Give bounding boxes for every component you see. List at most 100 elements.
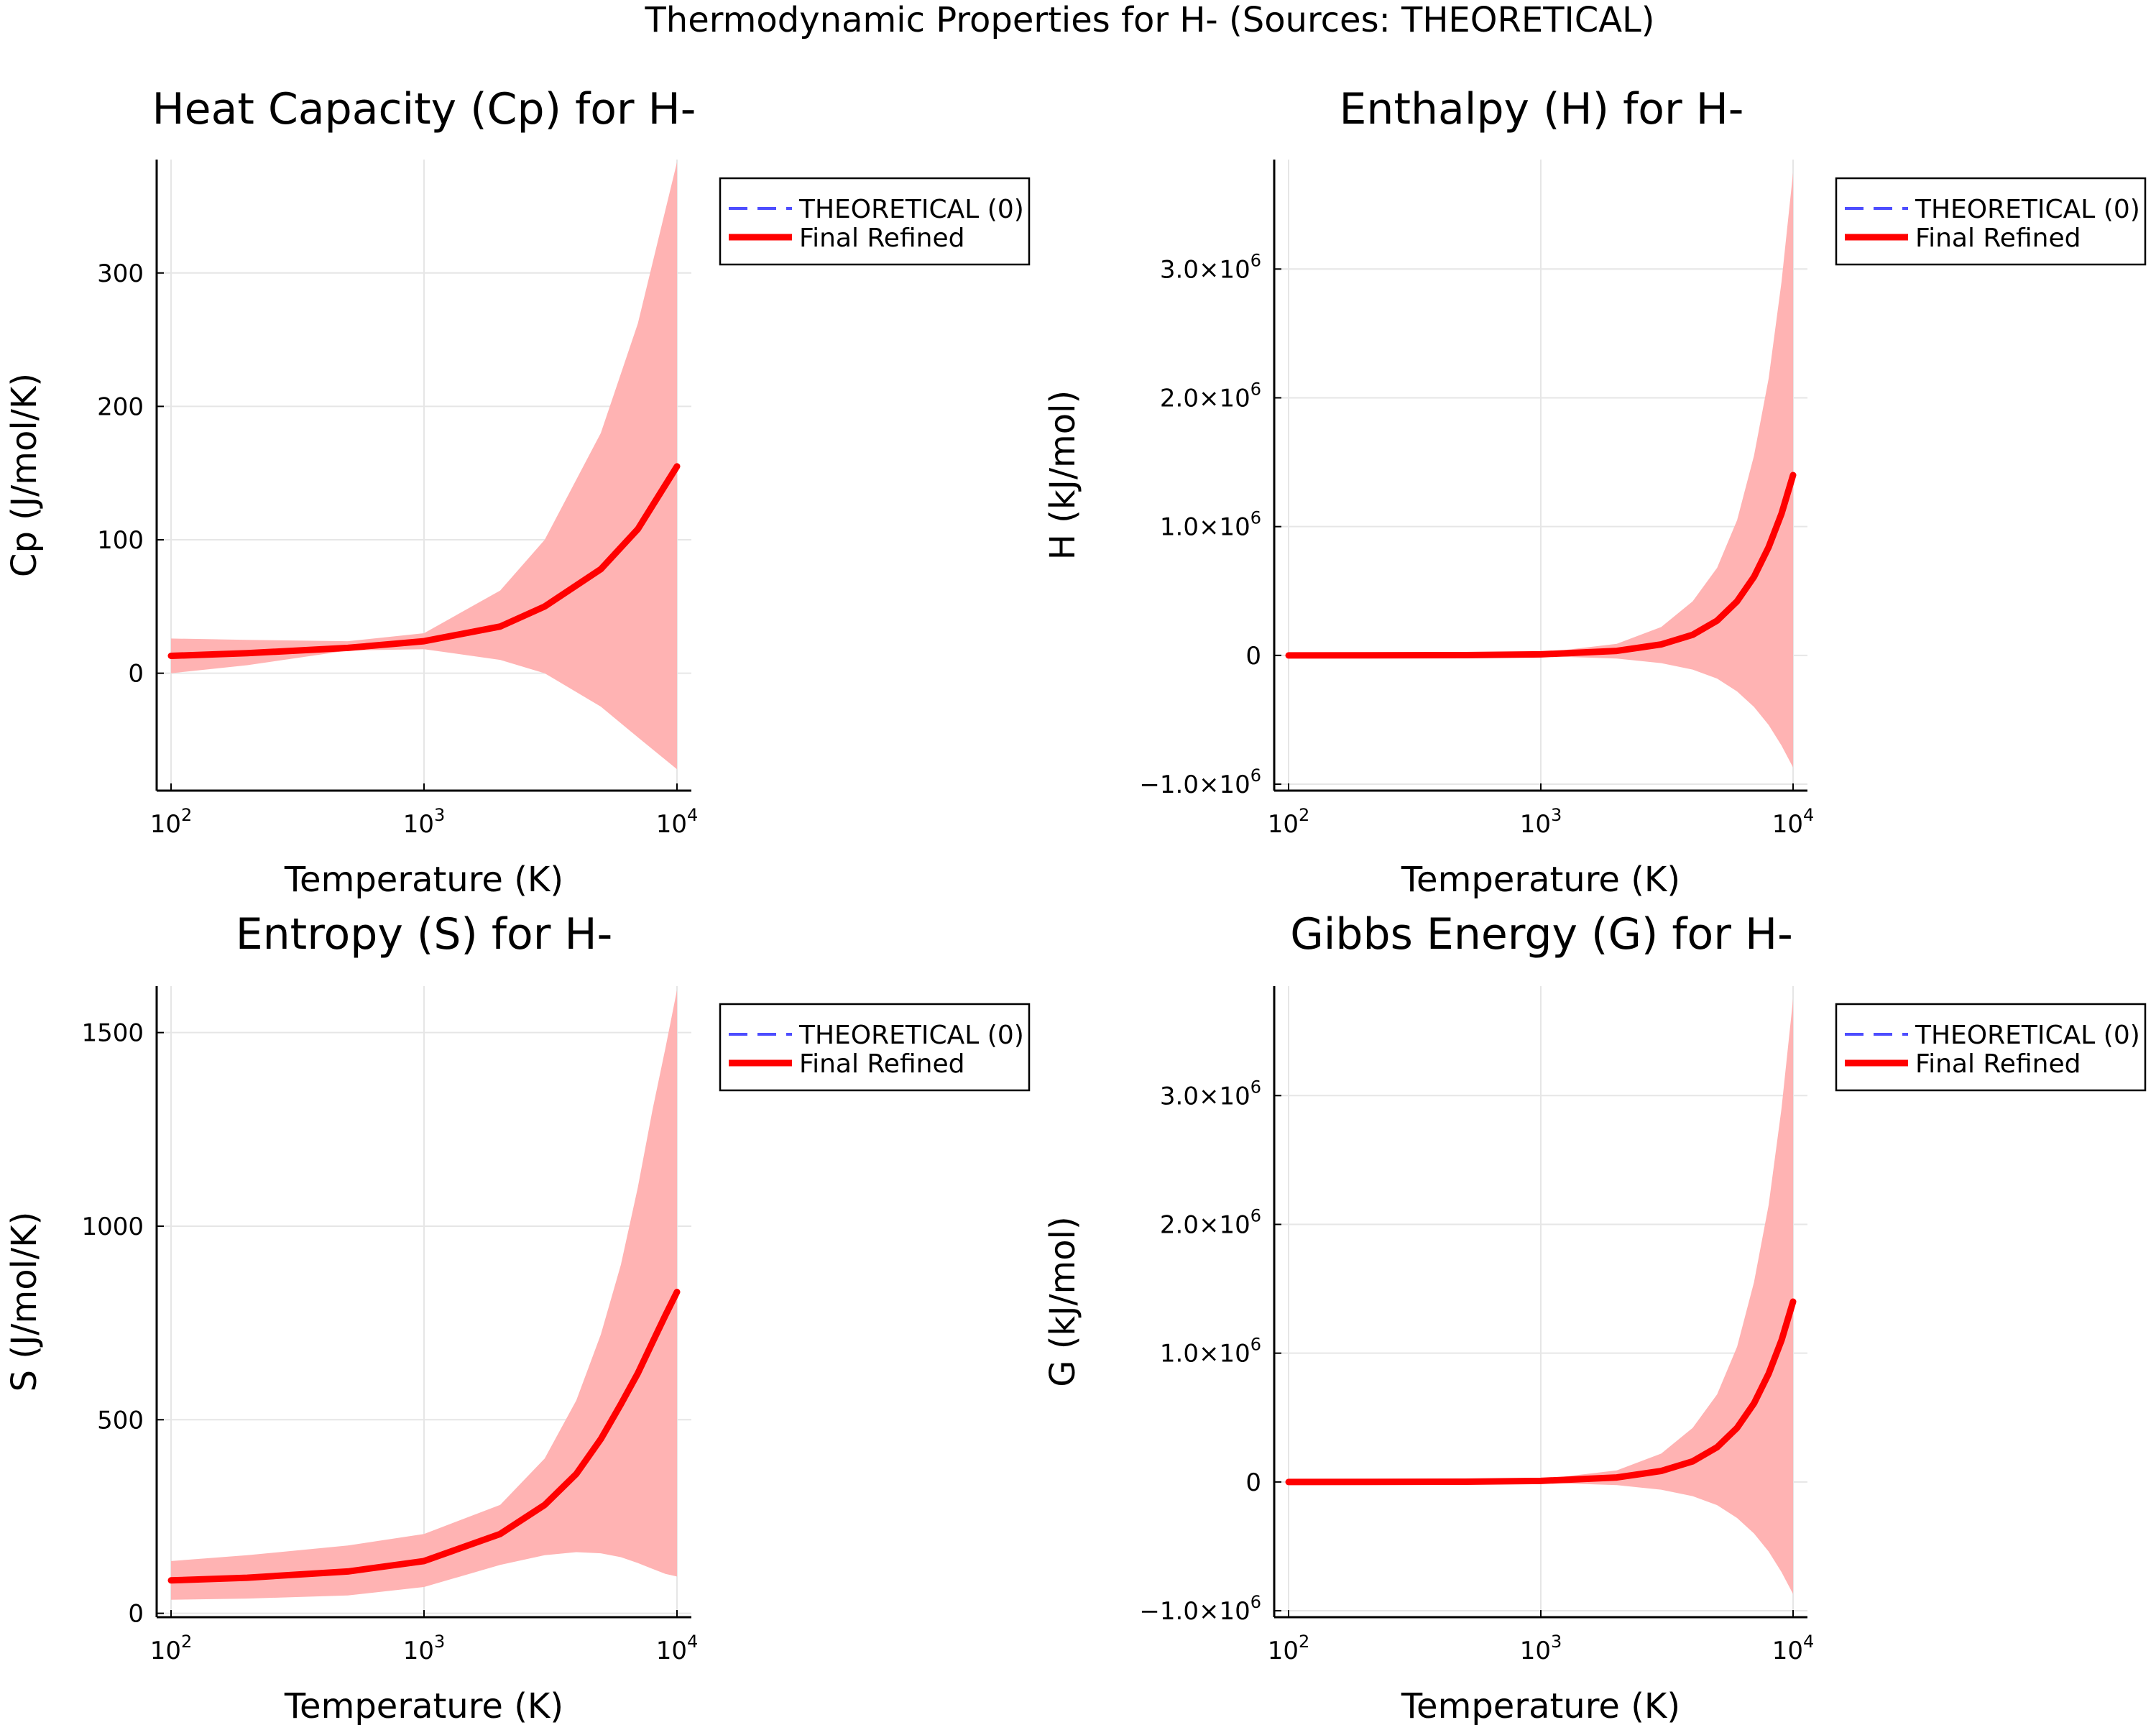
x-tick-label-base: 10 xyxy=(1520,810,1551,839)
figure-suptitle: Thermodynamic Properties for H- (Sources… xyxy=(644,0,1654,40)
y-tick-label-base: 3.0×10 xyxy=(1160,255,1250,284)
y-tick-label-exponent: 6 xyxy=(1250,1077,1261,1097)
series-line-final-refined xyxy=(167,463,681,659)
x-tick-label-exponent: 2 xyxy=(1299,1632,1309,1652)
y-tick-label-exponent: 6 xyxy=(1250,379,1261,399)
y-tick-label-base: 1.0×10 xyxy=(1160,513,1250,542)
x-tick-label-exponent: 3 xyxy=(1551,1632,1562,1652)
y-tick-label: 0 xyxy=(1245,1468,1261,1497)
y-tick-label-exponent: 6 xyxy=(1250,250,1261,270)
x-tick-label-base: 10 xyxy=(1520,1637,1551,1665)
legend: THEORETICAL (0)Final Refined xyxy=(719,177,1031,266)
y-tick-label-base: 1.0×10 xyxy=(1160,1340,1250,1368)
y-tick-label: 2.0×106 xyxy=(1160,379,1261,413)
y-tick-label: 200 xyxy=(97,392,144,421)
legend-label-theoretical: THEORETICAL (0) xyxy=(798,1021,1024,1050)
x-tick-label-exponent: 3 xyxy=(1551,805,1562,825)
legend: THEORETICAL (0)Final Refined xyxy=(1835,1003,2147,1092)
chart-panel-2: 102 103 104−1.0×10601.0×1062.0×1063.0×106E… xyxy=(1043,84,2147,900)
y-axis-label: G (kJ/mol) xyxy=(1043,1216,1083,1387)
x-tick-label: 102 xyxy=(150,1632,193,1665)
x-tick-label: 104 xyxy=(656,1632,699,1665)
x-tick-label-exponent: 3 xyxy=(434,1632,445,1652)
x-tick-label-base: 10 xyxy=(656,1637,687,1665)
legend-label-theoretical: THEORETICAL (0) xyxy=(1915,1021,2140,1050)
legend-label-final-refined: Final Refined xyxy=(799,224,964,253)
y-tick-label: 0 xyxy=(128,660,144,689)
series-line-final-refined xyxy=(167,1289,681,1584)
x-axis-label: Temperature (K) xyxy=(284,860,563,900)
legend-label-final-refined: Final Refined xyxy=(1915,224,2081,253)
y-tick-label: 500 xyxy=(97,1406,144,1435)
x-tick-label: 104 xyxy=(1772,805,1815,839)
x-tick-label: 102 xyxy=(1268,1632,1310,1665)
chart-title: Entropy (S) for H- xyxy=(236,909,613,960)
x-tick-label: 104 xyxy=(656,805,699,839)
y-tick-label: 100 xyxy=(97,526,144,555)
uncertainty-band xyxy=(171,990,677,1600)
y-tick-label-exponent: 6 xyxy=(1250,1205,1261,1225)
y-tick-label-exponent: 6 xyxy=(1250,1335,1261,1355)
x-tick-label-base: 10 xyxy=(656,810,687,839)
y-tick-label-base: 500 xyxy=(97,1406,144,1435)
y-tick-label: 3.0×106 xyxy=(1160,250,1261,284)
y-tick-label-base: −1.0×10 xyxy=(1139,770,1250,799)
y-tick-label-base: 2.0×10 xyxy=(1160,384,1250,413)
uncertainty-band xyxy=(171,162,677,770)
x-tick-label-exponent: 4 xyxy=(687,805,698,825)
y-tick-label: −1.0×106 xyxy=(1139,765,1261,799)
y-tick-label-exponent: 6 xyxy=(1250,508,1261,528)
x-tick-label-exponent: 2 xyxy=(181,1632,192,1652)
y-tick-label: 300 xyxy=(97,259,144,288)
x-axis-label: Temperature (K) xyxy=(1401,1686,1680,1725)
legend: THEORETICAL (0)Final Refined xyxy=(1835,177,2147,266)
y-axis-label: S (J/mol/K) xyxy=(4,1212,45,1392)
y-tick-label-base: 300 xyxy=(97,259,144,288)
y-tick-label: 1500 xyxy=(81,1019,144,1048)
x-tick-label-base: 10 xyxy=(1268,810,1299,839)
y-tick-label: −1.0×106 xyxy=(1139,1592,1261,1626)
x-tick-label-base: 10 xyxy=(150,810,181,839)
y-tick-label-base: 200 xyxy=(97,392,144,421)
y-tick-label-base: 0 xyxy=(1245,642,1261,671)
y-tick-label-base: −1.0×10 xyxy=(1139,1597,1250,1626)
x-tick-label-exponent: 4 xyxy=(1803,805,1814,825)
x-tick-label: 103 xyxy=(1520,805,1562,839)
legend-label-theoretical: THEORETICAL (0) xyxy=(1915,195,2140,224)
y-tick-label: 3.0×106 xyxy=(1160,1077,1261,1110)
x-tick-label: 103 xyxy=(403,805,446,839)
y-tick-label-base: 100 xyxy=(97,526,144,555)
legend-box xyxy=(1835,177,2147,266)
y-tick-label-base: 3.0×10 xyxy=(1160,1082,1250,1110)
y-axis-label: H (kJ/mol) xyxy=(1043,390,1083,560)
y-tick-label-exponent: 6 xyxy=(1250,765,1261,786)
x-tick-label-exponent: 4 xyxy=(1803,1632,1814,1652)
legend-label-theoretical: THEORETICAL (0) xyxy=(798,195,1024,224)
x-tick-label-base: 10 xyxy=(403,810,434,839)
x-tick-label: 102 xyxy=(1268,805,1310,839)
y-axis-label: Cp (J/mol/K) xyxy=(4,373,45,577)
x-tick-label: 104 xyxy=(1772,1632,1815,1665)
chart-panel-4: 102 103 104−1.0×10601.0×1062.0×1063.0×106G… xyxy=(1043,909,2147,1725)
series-line-final-refined xyxy=(1285,472,1797,659)
x-axis-label: Temperature (K) xyxy=(1401,860,1680,900)
x-tick-label-base: 10 xyxy=(1268,1637,1299,1665)
y-tick-label: 0 xyxy=(128,1600,144,1629)
x-axis-label: Temperature (K) xyxy=(284,1686,563,1725)
chart-title: Gibbs Energy (G) for H- xyxy=(1290,909,1793,960)
y-tick-label-base: 0 xyxy=(128,1600,144,1629)
x-tick-label-base: 10 xyxy=(1772,1637,1803,1665)
chart-title: Heat Capacity (Cp) for H- xyxy=(152,84,696,134)
x-tick-label-exponent: 3 xyxy=(434,805,445,825)
legend: THEORETICAL (0)Final Refined xyxy=(719,1003,1031,1092)
x-tick-label-exponent: 4 xyxy=(687,1632,698,1652)
x-tick-label: 103 xyxy=(1520,1632,1562,1665)
y-tick-label: 1000 xyxy=(81,1213,144,1241)
x-tick-label: 102 xyxy=(150,805,193,839)
series-line-final-refined xyxy=(1285,1298,1797,1486)
legend-box xyxy=(719,1003,1031,1092)
legend-box xyxy=(719,177,1031,266)
